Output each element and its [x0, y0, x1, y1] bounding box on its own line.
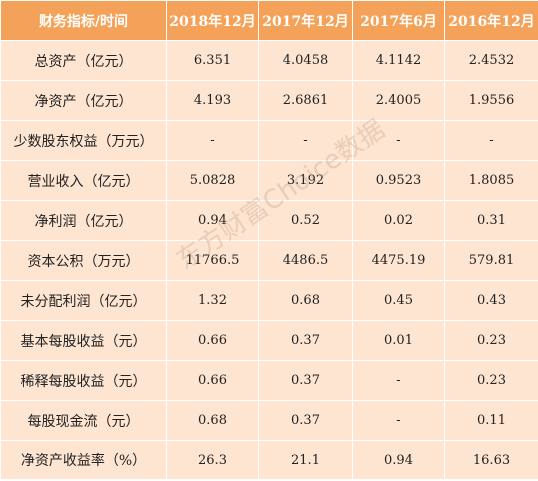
header-2016-12: 2016年12月 [444, 0, 538, 41]
table-cell: 3.192 [258, 160, 353, 201]
table-cell: - [352, 120, 445, 161]
table-cell: 0.66 [166, 360, 259, 401]
table-cell: 0.37 [258, 360, 353, 401]
table-cell: 1.9556 [444, 80, 538, 121]
header-2018-12: 2018年12月 [166, 0, 259, 41]
table-cell: 0.01 [352, 320, 445, 361]
table-cell: 0.43 [444, 280, 538, 321]
row-label: 未分配利润（亿元） [0, 280, 167, 321]
row-label: 稀释每股收益（元） [0, 360, 167, 401]
table-cell: 0.23 [444, 360, 538, 401]
table-row: 每股现金流（元） 0.68 0.37 - 0.11 [0, 400, 538, 441]
table-cell: 4.1142 [352, 40, 445, 81]
table-cell: 2.4532 [444, 40, 538, 81]
row-label: 营业收入（亿元） [0, 160, 167, 201]
table-cell: 1.8085 [444, 160, 538, 201]
row-label: 总资产（亿元） [0, 40, 167, 81]
table-cell: 2.6861 [258, 80, 353, 121]
table-row: 净利润（亿元） 0.94 0.52 0.02 0.31 [0, 200, 538, 241]
table-cell: 1.32 [166, 280, 259, 321]
table-cell: - [352, 400, 445, 441]
header-2017-12: 2017年12月 [258, 0, 353, 41]
table-cell: 26.3 [166, 440, 259, 480]
table-row: 营业收入（亿元） 5.0828 3.192 0.9523 1.8085 [0, 160, 538, 201]
table-cell: 6.351 [166, 40, 259, 81]
table-cell: - [444, 120, 538, 161]
row-label: 少数股东权益（万元） [0, 120, 167, 161]
table-cell: 2.4005 [352, 80, 445, 121]
table-cell: - [352, 360, 445, 401]
row-label: 净资产（亿元） [0, 80, 167, 121]
table-cell: 0.31 [444, 200, 538, 241]
row-label: 净利润（亿元） [0, 200, 167, 241]
table-row: 未分配利润（亿元） 1.32 0.68 0.45 0.43 [0, 280, 538, 321]
table-row: 稀释每股收益（元） 0.66 0.37 - 0.23 [0, 360, 538, 401]
table-cell: 0.68 [166, 400, 259, 441]
table-header-row: 财务指标/时间 2018年12月 2017年12月 2017年6月 2016年1… [0, 0, 538, 41]
table-cell: 0.02 [352, 200, 445, 241]
row-label: 每股现金流（元） [0, 400, 167, 441]
table-cell: 0.52 [258, 200, 353, 241]
table-row: 少数股东权益（万元） - - - - [0, 120, 538, 161]
table-cell: 0.94 [352, 440, 445, 480]
table-row: 基本每股收益（元） 0.66 0.37 0.01 0.23 [0, 320, 538, 361]
table-cell: 0.66 [166, 320, 259, 361]
table-cell: 0.45 [352, 280, 445, 321]
table-cell: 0.37 [258, 320, 353, 361]
table-cell: 11766.5 [166, 240, 259, 281]
table-cell: 16.63 [444, 440, 538, 480]
table-row: 净资产收益率（%） 26.3 21.1 0.94 16.63 [0, 440, 538, 480]
table-cell: 4486.5 [258, 240, 353, 281]
table-row: 资本公积（万元） 11766.5 4486.5 4475.19 579.81 [0, 240, 538, 281]
row-label: 基本每股收益（元） [0, 320, 167, 361]
table-cell: 0.94 [166, 200, 259, 241]
table-cell: 0.37 [258, 400, 353, 441]
table-row: 总资产（亿元） 6.351 4.0458 4.1142 2.4532 [0, 40, 538, 81]
table-cell: 4.0458 [258, 40, 353, 81]
table-cell: 0.23 [444, 320, 538, 361]
header-2017-06: 2017年6月 [352, 0, 445, 41]
table-cell: 21.1 [258, 440, 353, 480]
table-row: 净资产（亿元） 4.193 2.6861 2.4005 1.9556 [0, 80, 538, 121]
table-cell: 0.9523 [352, 160, 445, 201]
table-cell: 4.193 [166, 80, 259, 121]
table-cell: 0.11 [444, 400, 538, 441]
table-cell: 579.81 [444, 240, 538, 281]
table-cell: 0.68 [258, 280, 353, 321]
table-cell: 4475.19 [352, 240, 445, 281]
row-label: 资本公积（万元） [0, 240, 167, 281]
row-label: 净资产收益率（%） [0, 440, 167, 480]
table-cell: - [258, 120, 353, 161]
table-cell: 5.0828 [166, 160, 259, 201]
header-indicator: 财务指标/时间 [0, 0, 167, 41]
table-cell: - [166, 120, 259, 161]
